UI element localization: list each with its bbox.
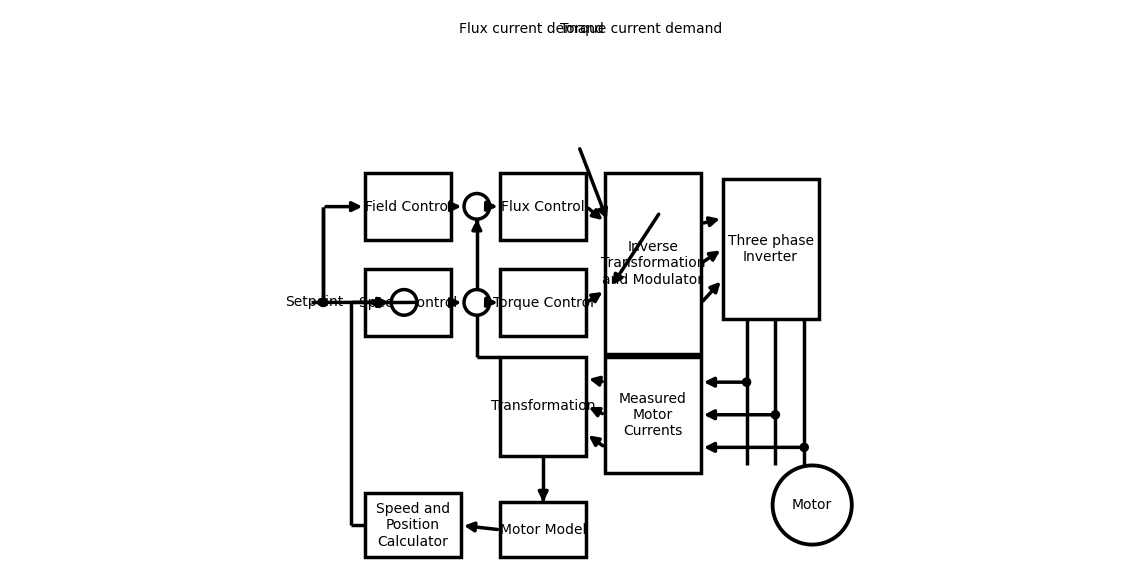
Circle shape — [772, 411, 780, 419]
Text: Speed Control: Speed Control — [359, 295, 457, 309]
FancyBboxPatch shape — [605, 173, 701, 354]
Text: Measured
Motor
Currents: Measured Motor Currents — [619, 391, 687, 438]
Text: Motor: Motor — [792, 498, 832, 512]
Circle shape — [464, 290, 490, 315]
Text: Setpoint: Setpoint — [285, 295, 343, 309]
Text: Transformation: Transformation — [491, 399, 595, 413]
Circle shape — [391, 290, 417, 315]
Text: Speed and
Position
Calculator: Speed and Position Calculator — [376, 502, 450, 549]
FancyBboxPatch shape — [500, 173, 586, 240]
FancyBboxPatch shape — [365, 493, 461, 558]
Text: Torque current demand: Torque current demand — [560, 22, 722, 36]
Text: Flux Control: Flux Control — [502, 199, 585, 214]
Text: Inverse
Transformation
and Modulator: Inverse Transformation and Modulator — [601, 240, 706, 287]
Circle shape — [464, 194, 490, 219]
Circle shape — [800, 443, 808, 452]
Circle shape — [319, 298, 327, 307]
Circle shape — [742, 378, 750, 386]
Text: Three phase
Inverter: Three phase Inverter — [727, 234, 814, 264]
Text: Field Control: Field Control — [365, 199, 451, 214]
Circle shape — [319, 298, 327, 307]
FancyBboxPatch shape — [500, 356, 586, 456]
Text: Flux current demand: Flux current demand — [458, 22, 603, 36]
Text: Torque Control: Torque Control — [492, 295, 594, 309]
FancyBboxPatch shape — [365, 173, 451, 240]
FancyBboxPatch shape — [605, 356, 701, 473]
FancyBboxPatch shape — [365, 269, 451, 336]
FancyBboxPatch shape — [500, 269, 586, 336]
FancyBboxPatch shape — [500, 502, 586, 558]
FancyBboxPatch shape — [723, 179, 819, 319]
Text: Motor Model: Motor Model — [500, 523, 586, 537]
Circle shape — [773, 466, 852, 545]
